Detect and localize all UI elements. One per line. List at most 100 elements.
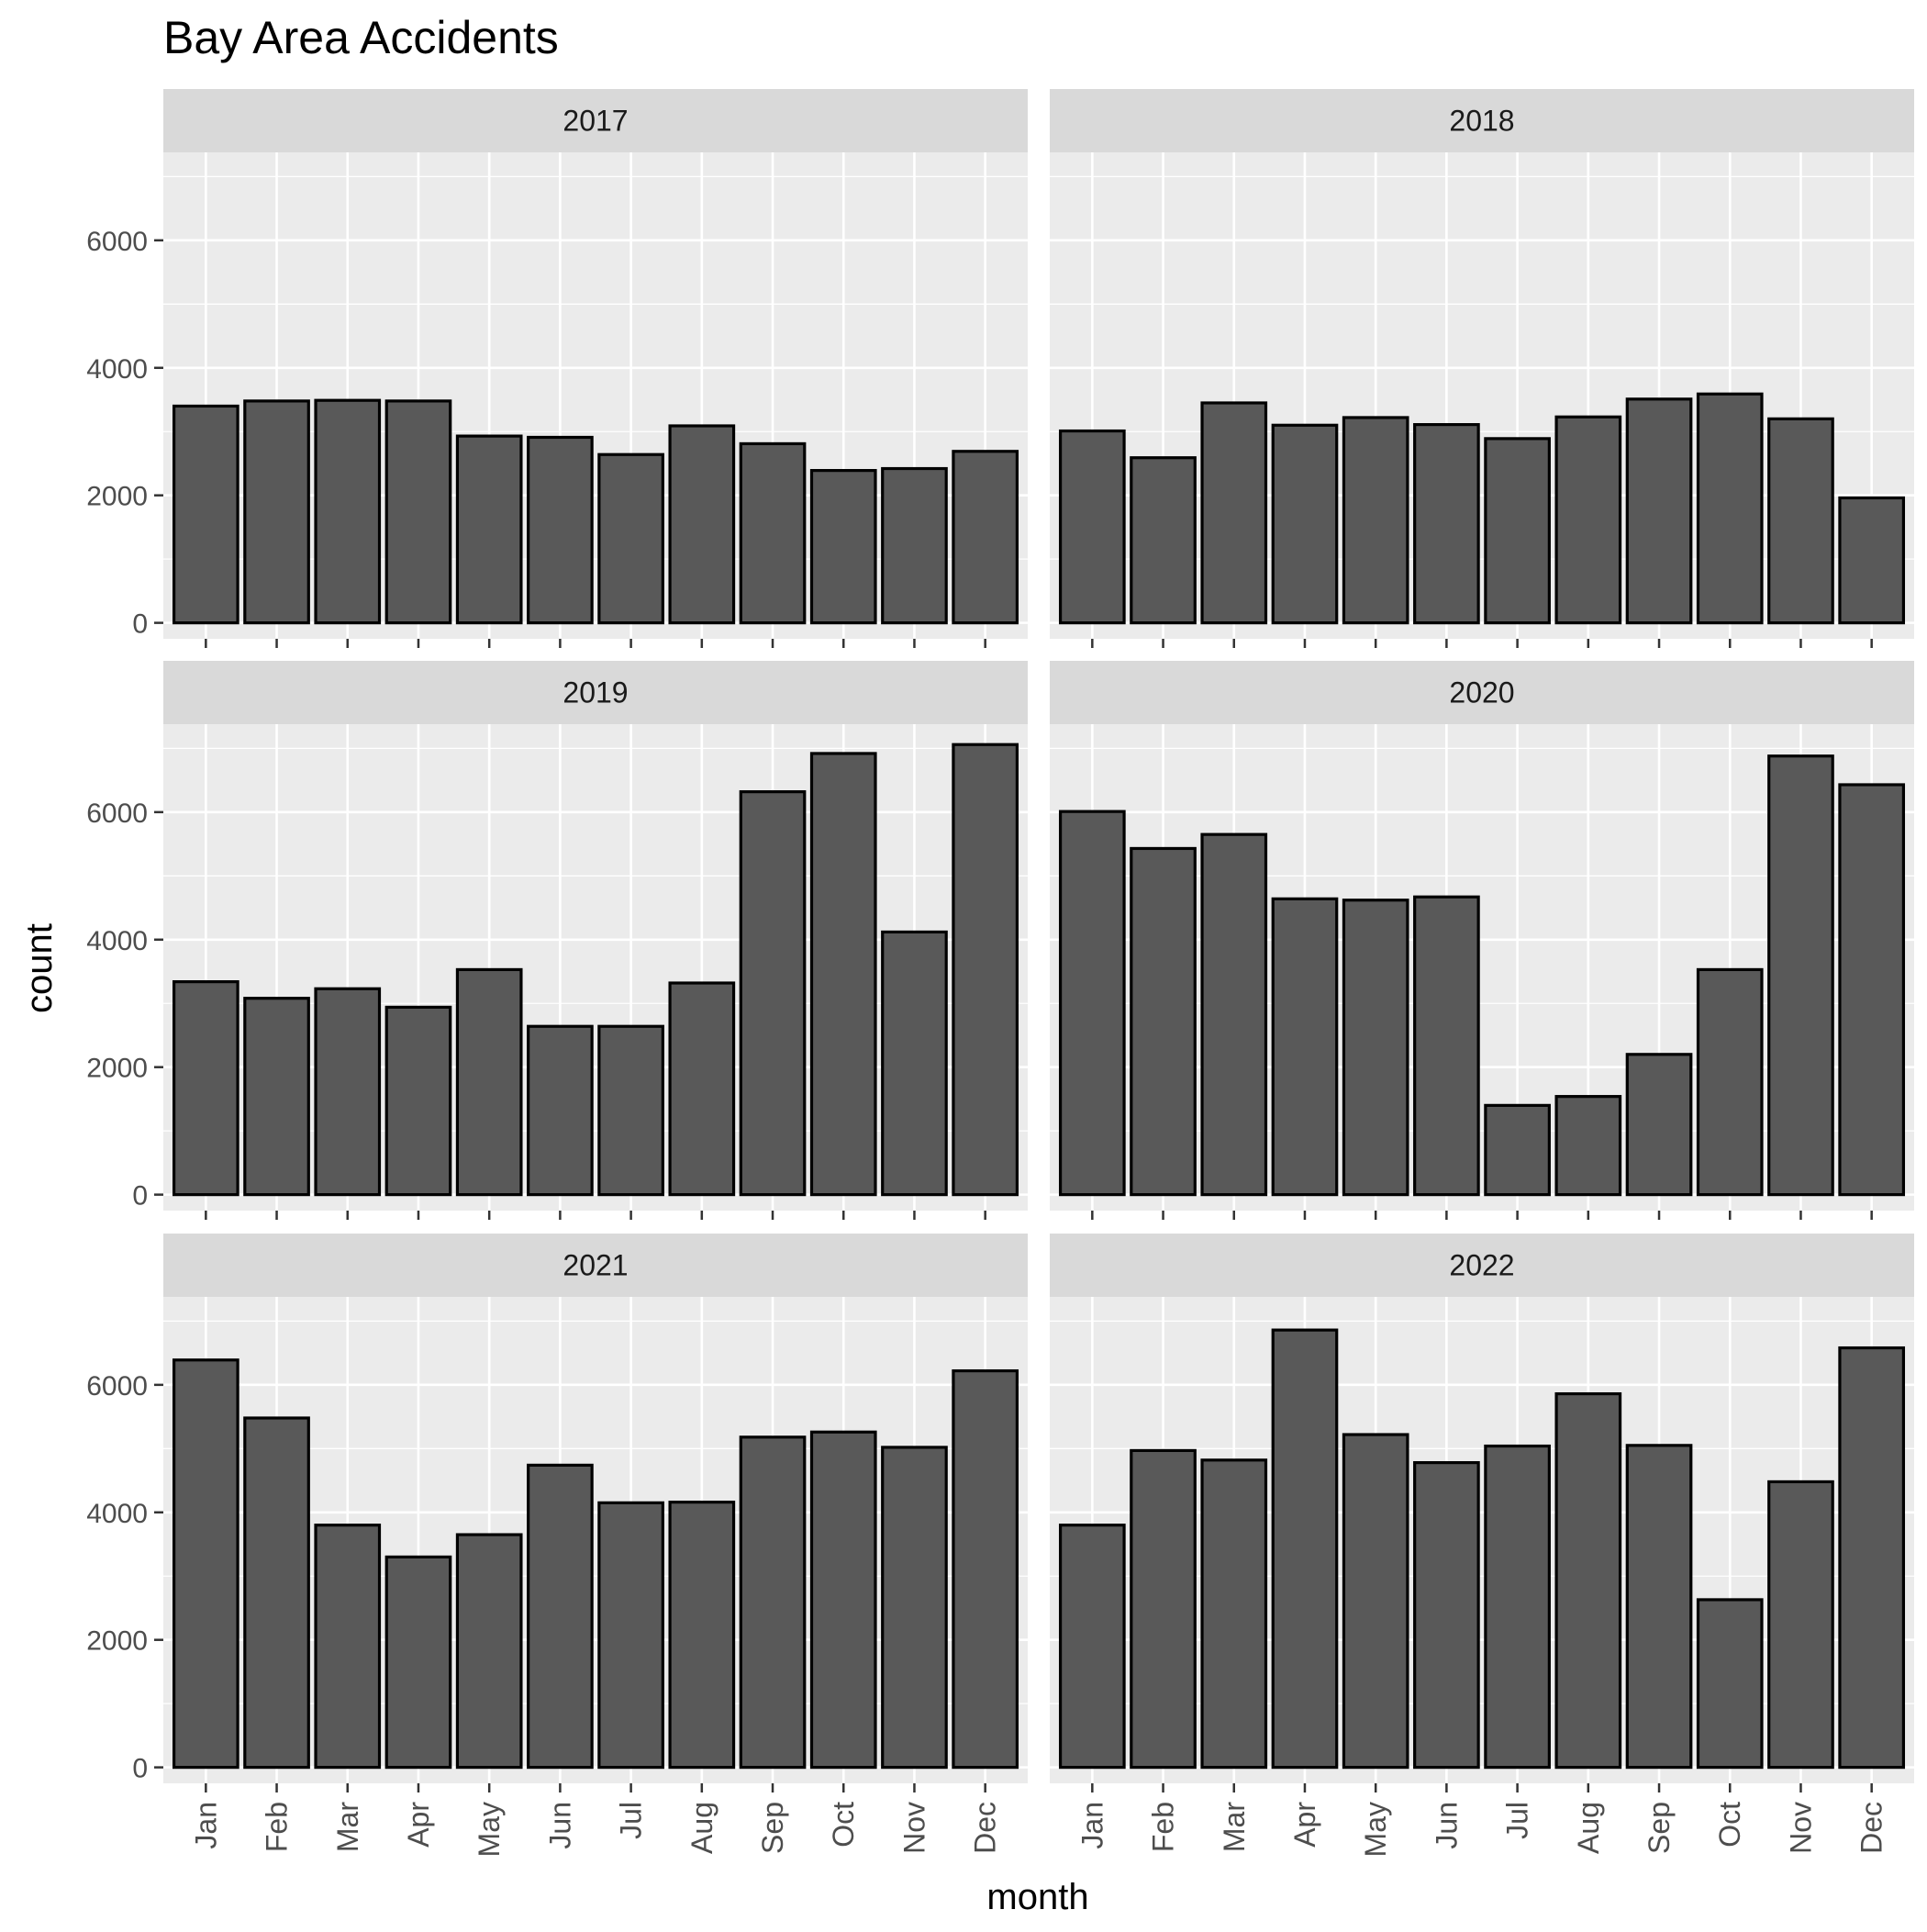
bar-2020-Feb bbox=[1130, 846, 1197, 1197]
bar-2022-Sep bbox=[1625, 1444, 1693, 1770]
y-tick-label: 2000 bbox=[86, 1626, 148, 1657]
bar-2022-Apr bbox=[1271, 1328, 1339, 1770]
bar-2020-Jul bbox=[1484, 1103, 1551, 1197]
y-tick-label: 0 bbox=[132, 1181, 148, 1212]
y-tick-label: 2000 bbox=[86, 482, 148, 512]
bar-2021-Feb bbox=[243, 1416, 310, 1770]
facet-strip bbox=[1050, 1234, 1914, 1297]
x-tick-label: Jul bbox=[1501, 1802, 1534, 1839]
bar-2017-Aug bbox=[668, 424, 736, 625]
y-tick-label: 2000 bbox=[86, 1054, 148, 1084]
bar-2022-Jan bbox=[1058, 1524, 1126, 1770]
bar-2019-Jun bbox=[527, 1024, 594, 1197]
bar-2020-Sep bbox=[1625, 1053, 1693, 1197]
bar-2019-Oct bbox=[809, 752, 877, 1197]
y-axis-label: count bbox=[19, 923, 60, 1013]
bar-2022-Nov bbox=[1767, 1480, 1834, 1770]
bar-2019-Nov bbox=[881, 930, 948, 1197]
bar-2017-Oct bbox=[809, 469, 877, 625]
bar-2022-Feb bbox=[1130, 1448, 1197, 1770]
bar-2019-Feb bbox=[243, 997, 310, 1197]
bar-2022-Dec bbox=[1838, 1346, 1906, 1770]
bar-2020-Aug bbox=[1554, 1095, 1622, 1197]
bar-2021-Jun bbox=[527, 1463, 594, 1770]
bar-2018-Aug bbox=[1554, 415, 1622, 625]
facet-strip bbox=[163, 89, 1028, 152]
x-tick-label: Apr bbox=[402, 1802, 435, 1848]
bar-2020-Mar bbox=[1200, 832, 1268, 1197]
bar-2017-Jul bbox=[597, 452, 664, 625]
y-tick-label: 6000 bbox=[86, 227, 148, 257]
y-tick-label: 0 bbox=[132, 1754, 148, 1784]
bar-2018-Nov bbox=[1767, 417, 1834, 625]
bar-2022-Oct bbox=[1696, 1598, 1764, 1770]
facet-strip bbox=[1050, 89, 1914, 152]
bar-2018-Jul bbox=[1484, 437, 1551, 625]
bar-2021-Nov bbox=[881, 1446, 948, 1770]
bar-2017-Jan bbox=[172, 404, 239, 625]
x-tick-label: Nov bbox=[897, 1802, 930, 1854]
bar-2021-Dec bbox=[952, 1368, 1019, 1770]
y-tick-label: 0 bbox=[132, 609, 148, 640]
x-tick-label: Jan bbox=[1075, 1802, 1108, 1849]
x-tick-label: Dec bbox=[1855, 1802, 1888, 1854]
bar-2020-Jan bbox=[1058, 810, 1126, 1197]
bar-2020-Nov bbox=[1767, 754, 1834, 1197]
bar-2019-Jan bbox=[172, 980, 239, 1197]
bar-2019-Jul bbox=[597, 1024, 664, 1197]
bar-2018-Jun bbox=[1413, 422, 1480, 625]
bar-2021-Apr bbox=[384, 1555, 452, 1770]
facet-panel-2017: 2017 0 2000 4000 6000 bbox=[86, 89, 1028, 648]
x-axis-label: month bbox=[986, 1877, 1088, 1917]
x-tick-label: Aug bbox=[685, 1802, 718, 1854]
x-tick-label: May bbox=[1359, 1802, 1392, 1857]
x-tick-label: Dec bbox=[969, 1802, 1002, 1854]
bar-2021-Sep bbox=[739, 1435, 807, 1770]
facet-strip-label: 2019 bbox=[563, 676, 628, 709]
bar-2018-Feb bbox=[1130, 456, 1197, 625]
bar-2017-Dec bbox=[952, 450, 1019, 625]
y-tick-label: 4000 bbox=[86, 926, 148, 956]
x-tick-label: Feb bbox=[261, 1802, 294, 1852]
x-tick-label: Oct bbox=[827, 1802, 860, 1848]
facet-strip-label: 2021 bbox=[563, 1249, 628, 1282]
x-tick-label: Aug bbox=[1572, 1802, 1605, 1854]
bar-2019-May bbox=[455, 967, 523, 1197]
bar-2022-Jul bbox=[1484, 1444, 1551, 1770]
x-tick-label: Jan bbox=[189, 1802, 222, 1849]
bar-2021-Mar bbox=[314, 1524, 382, 1770]
y-tick-label: 6000 bbox=[86, 1371, 148, 1402]
bar-2022-May bbox=[1342, 1433, 1409, 1770]
facet-panel-2020: 2020 bbox=[1050, 661, 1914, 1220]
x-tick-label: Jun bbox=[1430, 1802, 1463, 1849]
x-tick-label: Jul bbox=[615, 1802, 648, 1839]
bar-2019-Aug bbox=[668, 981, 736, 1197]
facet-panels: 2017020004000600020182019020004000600020… bbox=[86, 89, 1914, 1857]
x-tick-label: Sep bbox=[756, 1802, 789, 1854]
bar-2017-May bbox=[455, 434, 523, 625]
chart-title: Bay Area Accidents bbox=[163, 12, 559, 63]
facet-strip bbox=[1050, 661, 1914, 724]
bar-2021-Jan bbox=[172, 1358, 239, 1770]
bar-2021-Jul bbox=[597, 1501, 664, 1770]
bar-2017-Feb bbox=[243, 399, 310, 625]
bar-2019-Sep bbox=[739, 790, 807, 1197]
x-tick-label: Mar bbox=[331, 1802, 364, 1852]
facet-strip-label: 2017 bbox=[563, 105, 628, 138]
bar-2018-Oct bbox=[1696, 392, 1764, 625]
bar-2018-Dec bbox=[1838, 496, 1906, 625]
x-tick-label: Apr bbox=[1288, 1802, 1321, 1848]
facet-strip-label: 2018 bbox=[1449, 105, 1514, 138]
bar-2018-Jan bbox=[1058, 429, 1126, 625]
bar-2018-Sep bbox=[1625, 397, 1693, 625]
x-tick-label: May bbox=[473, 1802, 506, 1857]
bar-2017-Sep bbox=[739, 441, 807, 625]
bar-2018-Mar bbox=[1200, 401, 1268, 625]
bar-2020-Oct bbox=[1696, 967, 1764, 1197]
facet-panel-2018: 2018 bbox=[1050, 89, 1914, 648]
x-tick-label: Oct bbox=[1713, 1802, 1746, 1848]
bar-2022-Jun bbox=[1413, 1460, 1480, 1770]
bar-2022-Mar bbox=[1200, 1458, 1268, 1770]
bar-2021-Oct bbox=[809, 1430, 877, 1770]
